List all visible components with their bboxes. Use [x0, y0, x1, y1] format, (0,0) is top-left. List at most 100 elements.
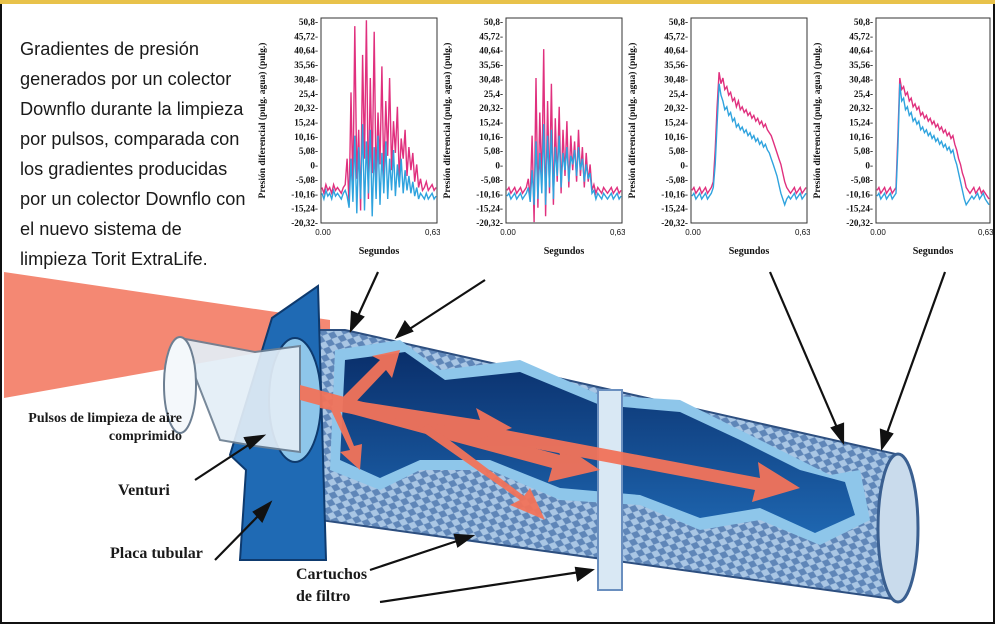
x-tick-label: 0.00 [870, 228, 886, 237]
x-axis-label: Segundos [913, 246, 954, 257]
y-tick-label: 20,32- [479, 103, 503, 113]
chart-1: Presión diferencial (pulg. agua) (pulg.)… [255, 14, 446, 271]
y-tick-label: 35,56- [479, 60, 503, 70]
air-pulse-cone [4, 272, 330, 398]
chart-3: Presión diferencial (pulg. agua) (pulg.)… [625, 14, 816, 271]
venturi-nozzle [178, 336, 301, 454]
y-tick-label: -5,08- [481, 175, 503, 185]
y-tick-label: 25,4- [299, 89, 318, 99]
y-tick-label: 15,24- [664, 118, 688, 128]
series-line-magenta [506, 49, 622, 223]
y-tick-label: -5,08- [666, 175, 688, 185]
y-tick-label: 15,24- [479, 118, 503, 128]
x-tick-label: 0,635 [425, 228, 440, 237]
y-tick-label: -10,16- [846, 189, 873, 199]
series-line-cyan [691, 83, 807, 207]
y-tick-label: 25,4- [669, 89, 688, 99]
y-tick-label: 0- [865, 161, 873, 171]
y-tick-label: 45,72- [664, 31, 688, 41]
figure-caption: Gradientes de presión generados por un c… [20, 39, 246, 269]
y-tick-label: 20,32- [664, 103, 688, 113]
pressure-chart-2: Presión diferencial (pulg. agua) (pulg.)… [442, 17, 631, 257]
y-tick-label: 35,56- [849, 60, 873, 70]
y-tick-label: -15,24- [846, 204, 873, 214]
y-tick-label: 5,08- [854, 146, 873, 156]
venturi-mouth [163, 336, 197, 434]
x-tick-label: 0,635 [795, 228, 810, 237]
y-tick-label: 30,48- [849, 74, 873, 84]
cartridge-end-cap [876, 452, 920, 604]
y-tick-label: 20,32- [849, 103, 873, 113]
y-tick-label: 45,72- [849, 31, 873, 41]
y-tick-label: -10,16- [661, 189, 688, 199]
y-tick-label: -5,08- [851, 175, 873, 185]
chart-2: Presión diferencial (pulg. agua) (pulg.)… [440, 14, 631, 271]
x-axis-label: Segundos [729, 246, 770, 257]
y-tick-label: 35,56- [294, 60, 318, 70]
x-axis-label: Segundos [359, 246, 400, 257]
y-tick-label: 40,64- [479, 46, 503, 56]
y-tick-label: 30,48- [294, 74, 318, 84]
y-axis-label: Presión diferencial (pulg. agua) (pulg.) [627, 43, 638, 199]
y-tick-label: 25,4- [854, 89, 873, 99]
y-axis-label: Presión diferencial (pulg. agua) (pulg.) [812, 43, 823, 199]
y-tick-label: -20,32- [476, 218, 503, 228]
y-tick-label: -15,24- [661, 204, 688, 214]
pressure-chart-1: Presión diferencial (pulg. agua) (pulg.)… [257, 17, 446, 257]
y-tick-label: 10,16- [664, 132, 688, 142]
pulse-label: Pulsos de limpieza de aire comprimido [28, 411, 182, 444]
y-tick-label: 40,64- [849, 46, 873, 56]
y-tick-label: 45,72- [294, 31, 318, 41]
y-tick-label: 0- [680, 161, 688, 171]
y-tick-label: 5,08- [299, 146, 318, 156]
venturi-label: Venturi [118, 482, 170, 499]
y-tick-label: -10,16- [476, 189, 503, 199]
series-line-magenta [691, 72, 807, 195]
top-accent-bar [0, 0, 995, 4]
series-line-cyan [876, 83, 990, 207]
y-axis-label: Presión diferencial (pulg. agua) (pulg.) [442, 43, 453, 199]
x-tick-label: 0.00 [500, 228, 516, 237]
pointer-lines [194, 271, 947, 604]
y-tick-label: 5,08- [669, 146, 688, 156]
y-tick-label: 30,48- [664, 74, 688, 84]
y-tick-label: 40,64- [294, 46, 318, 56]
y-tick-label: 30,48- [479, 74, 503, 84]
air-flow-arrows [300, 350, 800, 520]
y-axis-label: Presión diferencial (pulg. agua) (pulg.) [257, 43, 268, 199]
y-tick-label: 0- [310, 161, 318, 171]
series-line-cyan [321, 124, 437, 217]
y-tick-label: 35,56- [664, 60, 688, 70]
x-tick-label: 0.00 [315, 228, 331, 237]
x-axis-label: Segundos [544, 246, 585, 257]
x-tick-label: 0.00 [685, 228, 701, 237]
y-tick-label: 40,64- [664, 46, 688, 56]
x-tick-label: 0,635 [978, 228, 993, 237]
y-tick-label: 5,08- [484, 146, 503, 156]
y-tick-label: 25,4- [484, 89, 503, 99]
pressure-chart-4: Presión diferencial (pulg. agua) (pulg.)… [812, 17, 995, 257]
y-tick-label: 10,16- [479, 132, 503, 142]
series-line-magenta [321, 20, 437, 211]
series-line-cyan [506, 124, 622, 205]
y-tick-label: 10,16- [849, 132, 873, 142]
y-tick-label: -20,32- [291, 218, 318, 228]
y-tick-label: 15,24- [294, 118, 318, 128]
y-tick-label: 50,8- [669, 17, 688, 27]
y-tick-label: -5,08- [296, 175, 318, 185]
y-tick-label: 15,24- [849, 118, 873, 128]
chart-4: Presión diferencial (pulg. agua) (pulg.)… [810, 14, 995, 271]
y-tick-label: -20,32- [846, 218, 873, 228]
y-tick-label: -10,16- [291, 189, 318, 199]
y-tick-label: 45,72- [479, 31, 503, 41]
y-tick-label: -15,24- [291, 204, 318, 214]
y-tick-label: 20,32- [294, 103, 318, 113]
y-tick-label: 0- [495, 161, 503, 171]
y-tick-label: -20,32- [661, 218, 688, 228]
pressure-chart-3: Presión diferencial (pulg. agua) (pulg.)… [627, 17, 816, 257]
tubesheet-label: Placa tubular [110, 545, 203, 562]
y-tick-label: 50,8- [854, 17, 873, 27]
y-tick-label: 10,16- [294, 132, 318, 142]
cartridge-joint [597, 389, 623, 591]
y-tick-label: 50,8- [299, 17, 318, 27]
